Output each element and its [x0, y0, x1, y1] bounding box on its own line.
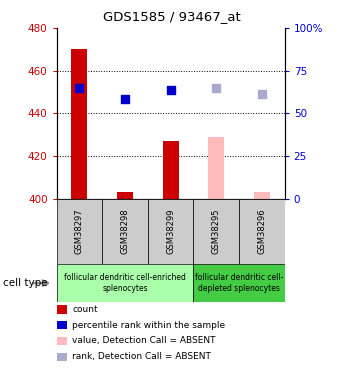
Bar: [163, 141, 179, 199]
Point: [213, 85, 219, 91]
Bar: [208, 137, 224, 199]
Text: GSM38297: GSM38297: [75, 209, 84, 254]
Text: GDS1585 / 93467_at: GDS1585 / 93467_at: [103, 10, 240, 23]
Text: GSM38296: GSM38296: [257, 209, 267, 254]
Text: percentile rank within the sample: percentile rank within the sample: [72, 321, 225, 330]
Text: cell type: cell type: [3, 278, 48, 288]
Bar: [57, 199, 102, 264]
Bar: [239, 199, 285, 264]
Text: GSM38299: GSM38299: [166, 209, 175, 254]
Bar: [148, 199, 193, 264]
Bar: [193, 199, 239, 264]
Point: [168, 87, 174, 93]
Bar: [254, 192, 270, 199]
Text: follicular dendritic cell-enriched
splenocytes: follicular dendritic cell-enriched splen…: [64, 273, 186, 293]
Text: count: count: [72, 305, 98, 314]
Text: GSM38295: GSM38295: [212, 209, 221, 254]
Bar: [193, 264, 285, 302]
Point: [259, 91, 265, 97]
Text: follicular dendritic cell-
depleted splenocytes: follicular dendritic cell- depleted sple…: [195, 273, 283, 293]
Text: rank, Detection Call = ABSENT: rank, Detection Call = ABSENT: [72, 352, 211, 361]
Point: [77, 85, 82, 91]
Bar: [71, 50, 87, 199]
Text: value, Detection Call = ABSENT: value, Detection Call = ABSENT: [72, 336, 215, 345]
Bar: [117, 192, 133, 199]
Point: [122, 96, 128, 102]
Bar: [57, 264, 193, 302]
Bar: [102, 199, 148, 264]
Text: GSM38298: GSM38298: [120, 209, 130, 254]
